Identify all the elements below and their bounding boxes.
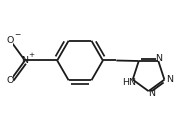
Text: HN: HN xyxy=(122,78,136,87)
Text: O: O xyxy=(6,76,14,85)
Text: N: N xyxy=(148,89,155,98)
Text: N: N xyxy=(166,75,173,84)
Text: −: − xyxy=(14,30,20,39)
Text: +: + xyxy=(28,52,34,58)
Text: N: N xyxy=(155,54,162,63)
Text: N: N xyxy=(21,56,28,65)
Text: O: O xyxy=(6,36,14,45)
